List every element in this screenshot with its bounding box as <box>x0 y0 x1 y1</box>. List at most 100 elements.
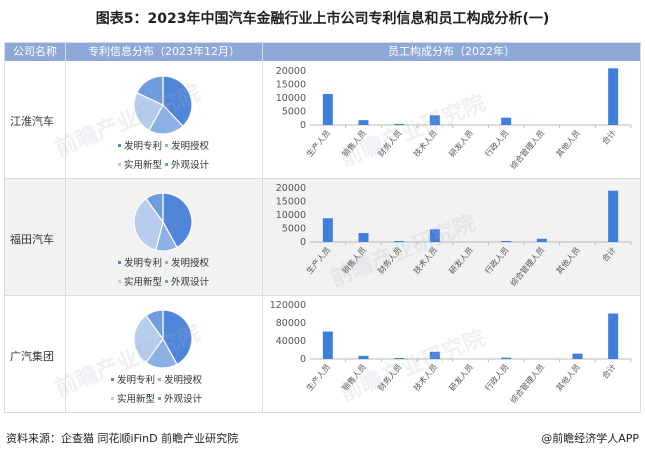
bar-销售人员 <box>358 233 369 242</box>
x-tick-label: 合计 <box>600 245 618 264</box>
pie-slice-发明专利 <box>162 192 193 249</box>
y-tick-label: 0 <box>300 354 306 365</box>
legend-marker <box>118 163 121 166</box>
patent-pie-chart <box>133 309 193 369</box>
y-tick-label: 20000 <box>276 66 306 77</box>
data-table: 公司名称 专利信息分布（2023年12月） 员工构成分布（2022年） 江淮汽车… <box>4 42 641 413</box>
x-tick-label: 技术人员 <box>411 245 439 276</box>
y-tick-label: 5000 <box>282 107 306 118</box>
legend-marker <box>118 144 121 147</box>
x-tick-label: 生产人员 <box>304 362 332 393</box>
x-tick-label: 综合管理人员 <box>508 362 547 405</box>
staff-bar-chart: 0 5000 10000 15000 20000 生产人员 销售人员 财务人员 技术人员 研发人员… <box>276 183 632 288</box>
header-patent: 专利信息分布（2023年12月） <box>66 43 262 61</box>
bar-综合管理人员 <box>536 238 547 242</box>
staff-bar-chart: 0 5000 10000 15000 20000 生产人员 销售人员 财务人员 技术人员 研发人员… <box>276 66 632 171</box>
source-note: 资料来源：企查猫 同花顺iFinD 前瞻产业研究院 <box>6 432 239 445</box>
y-tick-label: 10000 <box>276 93 306 104</box>
legend-marker <box>165 261 169 264</box>
legend-marker <box>111 378 114 381</box>
legend-label: 发明授权 <box>171 258 210 269</box>
legend-label: 发明授权 <box>171 141 210 152</box>
bar-技术人员 <box>429 351 440 359</box>
pie-slice-外观设计 <box>145 192 164 224</box>
bar-生产人员 <box>322 331 333 359</box>
x-tick-label: 其他人员 <box>554 128 582 159</box>
x-tick-label: 研发人员 <box>447 128 475 159</box>
legend-marker <box>165 144 169 147</box>
x-tick-label: 销售人员 <box>340 128 368 159</box>
x-tick-label: 生产人员 <box>304 245 332 276</box>
legend-label: 发明专利 <box>117 375 156 386</box>
x-tick-label: 财务人员 <box>375 245 403 276</box>
x-tick-label: 其他人员 <box>554 362 582 393</box>
legend-marker <box>158 378 162 381</box>
x-tick-label: 行政人员 <box>482 362 510 393</box>
y-tick-label: 15000 <box>276 197 306 208</box>
header-company: 公司名称 <box>5 43 65 61</box>
brand-label: @前瞻经济学人APP <box>541 432 639 445</box>
row-divider <box>5 178 640 179</box>
pie-slice-实用新型 <box>133 314 164 364</box>
x-tick-label: 合计 <box>600 362 618 381</box>
bar-财务人员 <box>394 358 405 359</box>
legend-marker <box>118 261 121 264</box>
bar-技术人员 <box>429 115 440 125</box>
y-tick-label: 15000 <box>276 80 306 91</box>
x-tick-label: 技术人员 <box>411 362 439 393</box>
patent-pie-chart <box>133 75 193 135</box>
pie-slice-发明专利 <box>162 309 193 366</box>
x-tick-label: 财务人员 <box>375 128 403 159</box>
bar-行政人员 <box>501 117 512 125</box>
row-divider <box>5 295 640 296</box>
pie-slice-发明专利 <box>162 75 193 127</box>
x-tick-label: 研发人员 <box>447 245 475 276</box>
pie-slice-发明授权 <box>148 103 184 135</box>
x-tick-label: 财务人员 <box>375 362 403 393</box>
legend-label: 实用新型 <box>124 160 163 171</box>
column-divider <box>65 43 66 412</box>
legend-marker <box>118 280 121 283</box>
x-tick-label: 研发人员 <box>447 362 475 393</box>
y-tick-label: 80000 <box>276 318 306 329</box>
pie-slice-外观设计 <box>145 309 164 341</box>
x-tick-label: 其他人员 <box>554 245 582 276</box>
bar-合计 <box>608 313 619 359</box>
legend-label: 外观设计 <box>171 160 210 171</box>
y-tick-label: 120000 <box>270 300 306 311</box>
x-tick-label: 综合管理人员 <box>508 128 547 171</box>
bar-销售人员 <box>358 120 369 125</box>
column-divider <box>262 43 263 412</box>
y-tick-label: 40000 <box>276 336 306 347</box>
legend-marker <box>111 397 114 400</box>
patent-pie-chart <box>133 192 193 252</box>
legend-marker <box>165 280 169 283</box>
legend-marker <box>165 163 169 166</box>
bar-合计 <box>608 190 619 242</box>
bar-生产人员 <box>322 218 333 242</box>
company-name: 江淮汽车 <box>10 115 54 128</box>
legend-label: 发明专利 <box>124 141 163 152</box>
bar-生产人员 <box>322 93 333 125</box>
bar-销售人员 <box>358 355 369 359</box>
x-tick-label: 生产人员 <box>304 128 332 159</box>
legend-label: 发明专利 <box>124 258 163 269</box>
chart-title: 图表5：2023年中国汽车金融行业上市公司专利信息和员工构成分析(一) <box>95 11 550 27</box>
x-tick-label: 合计 <box>600 128 618 147</box>
row-bg-1 <box>5 62 640 178</box>
legend-marker <box>158 397 162 400</box>
y-tick-label: 0 <box>300 120 306 131</box>
bar-财务人员 <box>394 123 405 125</box>
y-tick-label: 5000 <box>282 224 306 235</box>
bar-技术人员 <box>429 229 440 242</box>
x-tick-label: 销售人员 <box>340 245 368 276</box>
pie-slice-外观设计 <box>135 75 164 106</box>
pie-slice-实用新型 <box>133 197 164 251</box>
staff-bar-chart: 0 40000 80000 120000 生产人员 销售人员 财务人员 技术人员 研发人员 行政人… <box>270 300 632 405</box>
bar-财务人员 <box>394 241 405 242</box>
y-tick-label: 20000 <box>276 183 306 194</box>
x-tick-label: 综合管理人员 <box>508 245 547 288</box>
legend-label: 外观设计 <box>164 394 203 405</box>
company-name: 福田汽车 <box>10 233 54 246</box>
y-tick-label: 0 <box>300 237 306 248</box>
